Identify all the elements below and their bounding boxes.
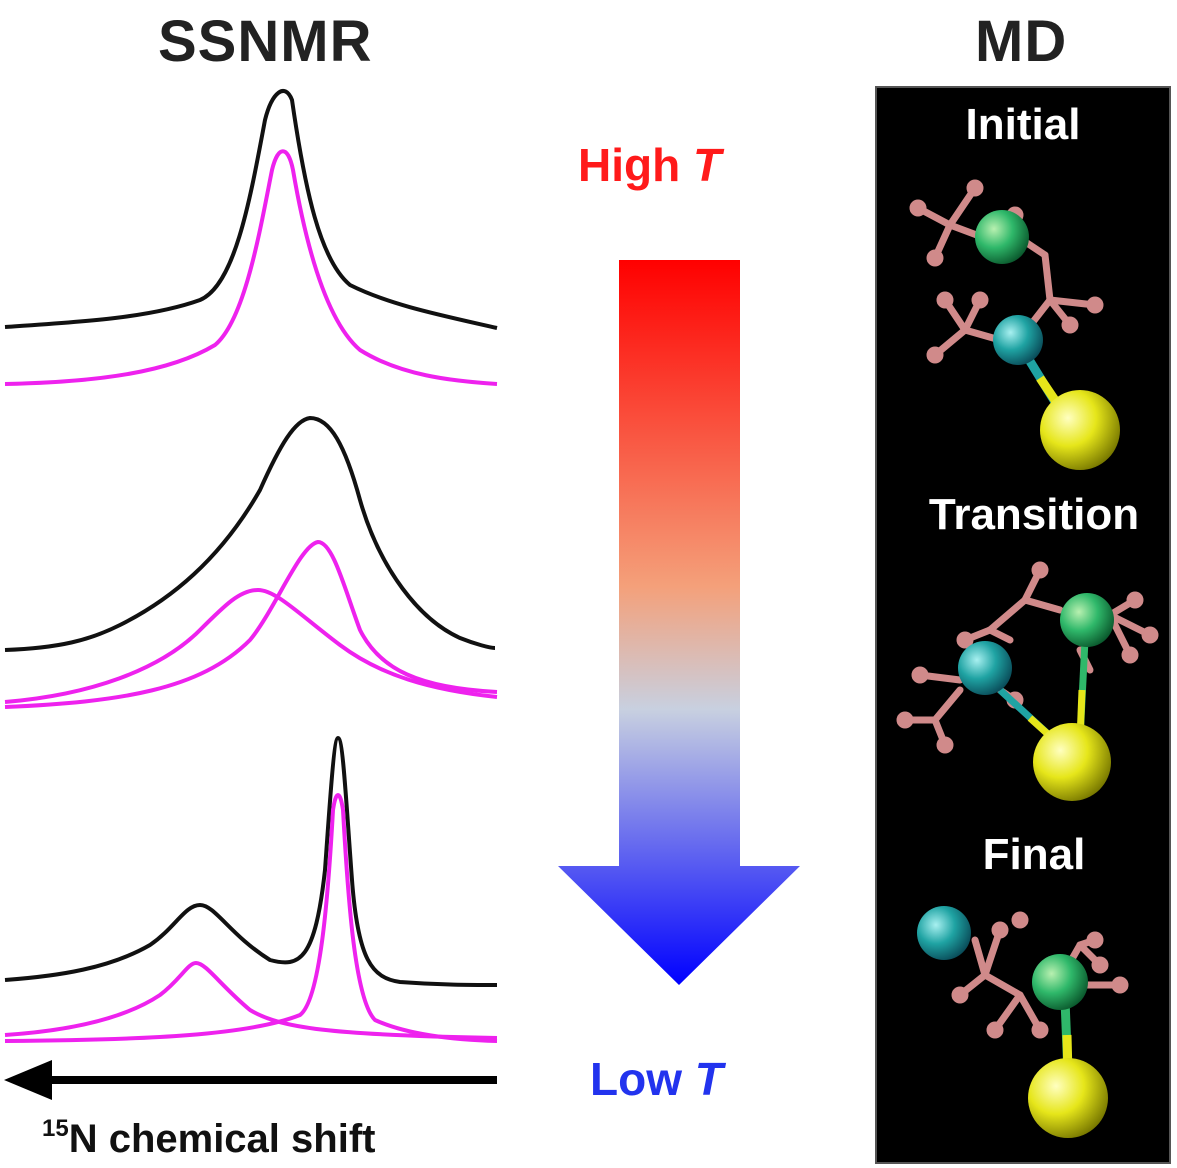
md-title: MD: [975, 9, 1068, 74]
fit-curve-broad: [4, 587, 498, 704]
fit-curve-narrow: [4, 793, 498, 1043]
metal-atom-b: [917, 906, 971, 960]
low-label-var: T: [694, 1053, 723, 1105]
fit-curve: [4, 149, 498, 386]
high-temperature-label: High T: [578, 138, 721, 192]
low-label-text: Low: [590, 1053, 695, 1105]
chemical-shift-axis-label: 15N chemical shift: [42, 1115, 375, 1162]
spectrum-high-temperature: [4, 89, 498, 386]
metal-atom-b: [993, 315, 1043, 365]
high-label-text: High: [578, 139, 693, 191]
experimental-trace: [4, 89, 498, 330]
experimental-trace: [4, 735, 498, 987]
fit-curve-broad: [4, 960, 498, 1040]
experimental-trace: [4, 415, 496, 652]
sulfur-atom: [1033, 723, 1111, 801]
metal-atom-b: [958, 641, 1012, 695]
md-structure-final: [951, 911, 1129, 1039]
axis-label-text: N chemical shift: [68, 1117, 376, 1161]
temperature-gradient-arrow: [558, 260, 800, 985]
snapshot-label-transition: Transition: [928, 490, 1140, 539]
sulfur-atom: [1028, 1058, 1108, 1138]
metal-atom-a: [975, 210, 1029, 264]
sulfur-atom: [1040, 390, 1120, 470]
spectrum-low-temperature: [4, 735, 498, 1043]
ssnmr-title: SSNMR: [158, 9, 373, 74]
metal-atom-a: [1032, 954, 1088, 1010]
low-temperature-label: Low T: [590, 1052, 723, 1106]
isotope-superscript: 15: [42, 1115, 69, 1142]
snapshot-label-final: Final: [982, 830, 1086, 879]
snapshot-label-initial: Initial: [965, 100, 1081, 149]
high-label-var: T: [692, 139, 722, 191]
spectrum-mid-temperature: [4, 415, 498, 709]
metal-atom-a: [1060, 593, 1114, 647]
chemical-shift-arrow: [4, 1060, 497, 1100]
fit-curve-narrow: [4, 539, 498, 709]
